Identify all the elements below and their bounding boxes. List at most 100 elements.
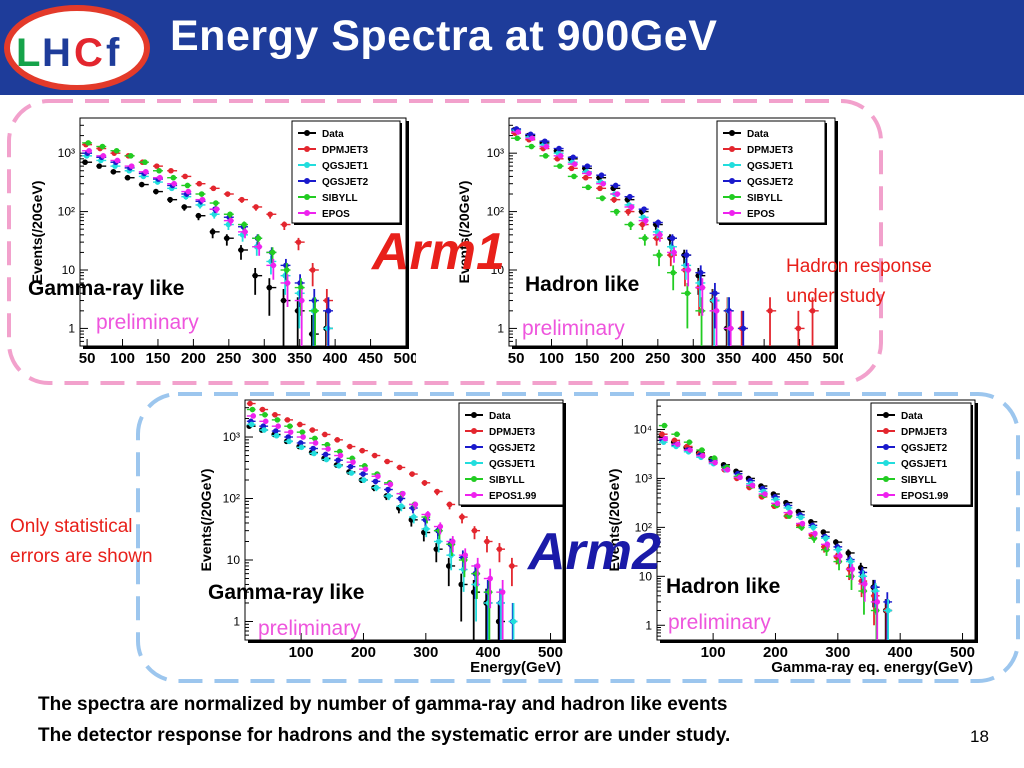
data-point — [170, 174, 177, 181]
data-point — [272, 411, 278, 418]
data-point — [669, 235, 676, 242]
legend-marker — [883, 412, 889, 418]
arm1-region — [7, 99, 883, 385]
data-point — [287, 429, 294, 435]
data-point — [156, 167, 162, 174]
data-point — [210, 185, 217, 192]
data-point — [697, 269, 704, 276]
legend-marker — [304, 162, 310, 168]
data-point — [284, 417, 291, 423]
legend-label: EPOS1.99 — [901, 491, 949, 502]
data-point — [322, 431, 328, 438]
data-point — [713, 308, 720, 314]
data-point — [110, 168, 117, 175]
data-point — [347, 463, 354, 470]
data-point — [299, 429, 306, 435]
legend: Data DPMJET3 QGSJET2 QGSJET1 SIBYLL EPOS1.99 — [458, 402, 565, 507]
data-point — [335, 457, 341, 463]
data-point — [861, 581, 868, 587]
arm2-region — [136, 392, 1020, 683]
legend-marker — [729, 162, 735, 168]
data-point — [184, 182, 191, 189]
data-point — [740, 325, 747, 332]
preliminary-a1-hadron: preliminary — [522, 317, 625, 340]
legend-label: SIBYLL — [322, 193, 358, 204]
data-point — [275, 423, 281, 429]
legend-label: SIBYLL — [747, 193, 783, 204]
legend-marker — [471, 412, 477, 418]
data-point — [445, 563, 452, 569]
data-point — [661, 422, 668, 429]
legend-marker — [729, 210, 735, 216]
data-point — [256, 243, 262, 250]
data-point — [249, 406, 256, 413]
data-point — [614, 191, 621, 197]
data-point — [297, 421, 303, 428]
legend-label: EPOS — [747, 209, 775, 220]
data-point — [311, 450, 317, 457]
preliminary-a2-hadron: preliminary — [668, 611, 771, 634]
data-point — [627, 193, 633, 200]
data-point — [542, 138, 548, 145]
data-point — [685, 267, 691, 273]
data-point — [272, 428, 279, 434]
data-point — [124, 174, 131, 181]
data-point — [674, 441, 681, 448]
data-point — [627, 221, 634, 228]
y-tick-label: 10³ — [487, 146, 504, 160]
data-point — [412, 501, 419, 508]
arm2-label: Arm2 — [528, 523, 661, 581]
data-point — [400, 490, 406, 497]
data-point — [310, 445, 316, 452]
data-point — [885, 607, 891, 614]
legend-label: QGSJET1 — [322, 161, 369, 172]
x-tick-label: 250 — [645, 350, 670, 367]
data-point — [359, 447, 366, 454]
x-axis-label: Energy(GeV) — [470, 659, 561, 676]
data-point — [168, 167, 174, 174]
data-point — [311, 435, 318, 442]
legend-marker — [471, 428, 477, 434]
data-point — [347, 443, 353, 450]
x-tick-label: 150 — [574, 350, 599, 367]
data-point — [270, 262, 277, 269]
x-tick-label: 500 — [393, 350, 416, 367]
legend-label: Data — [322, 129, 344, 140]
data-point — [586, 170, 592, 177]
plot-arm1-gamma: 50 100 150 200 250 300 350 400 450 500 1 10 10² 10³ Ev… — [29, 117, 416, 367]
data-point — [228, 217, 234, 224]
data-point — [295, 239, 302, 245]
data-point — [224, 235, 230, 242]
data-point — [557, 163, 563, 169]
data-point — [699, 284, 706, 291]
data-point — [373, 484, 380, 491]
x-tick-label: 50 — [79, 350, 96, 367]
data-point — [584, 163, 591, 169]
legend-marker — [304, 194, 310, 200]
data-point — [812, 530, 818, 537]
data-point — [699, 452, 706, 459]
data-point — [570, 154, 576, 161]
data-point — [157, 174, 163, 181]
data-point — [267, 211, 273, 218]
data-point — [687, 447, 693, 453]
legend-marker — [471, 476, 477, 482]
data-point — [712, 459, 718, 466]
data-point — [509, 563, 515, 569]
data-point — [496, 546, 503, 552]
series-sibyll — [82, 140, 319, 346]
data-point — [767, 308, 773, 314]
series-dpmjet3 — [246, 400, 518, 587]
data-point — [285, 434, 292, 440]
x-tick-label: 350 — [716, 350, 741, 367]
y-tick-label: 10 — [62, 263, 76, 277]
arm1-label: Arm1 — [372, 223, 505, 281]
legend-label: SIBYLL — [901, 475, 937, 486]
data-point — [227, 211, 233, 218]
data-point — [798, 514, 804, 521]
data-point — [639, 221, 646, 228]
data-point — [281, 221, 288, 228]
y-tick-label: 10⁴ — [633, 422, 652, 436]
data-point — [96, 163, 103, 169]
x-tick-label: 300 — [681, 350, 706, 367]
